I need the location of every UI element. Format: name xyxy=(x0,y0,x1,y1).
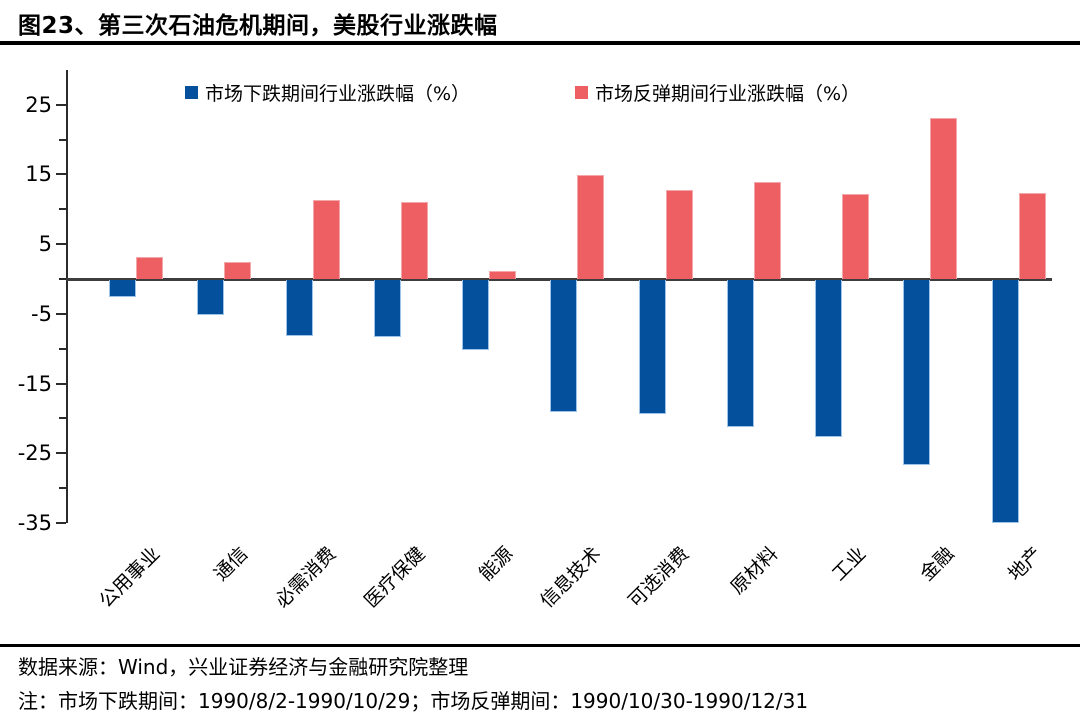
y-axis-tick-label: 5 xyxy=(38,232,52,257)
y-axis-line xyxy=(66,70,68,523)
decline-bar xyxy=(285,280,313,337)
decline-bar xyxy=(638,280,666,414)
y-major-tick xyxy=(56,103,66,106)
x-category-label: 地产 xyxy=(1004,542,1047,586)
decline-bar xyxy=(815,280,842,437)
y-axis-tick-label: -25 xyxy=(17,441,52,466)
rebound-bar xyxy=(577,175,605,279)
figure-title: 图23、第三次石油危机期间，美股行业涨跌幅 xyxy=(18,13,498,39)
y-major-tick xyxy=(56,312,66,315)
decline-bar xyxy=(109,280,136,298)
x-category-label: 公用事业 xyxy=(95,542,165,613)
y-major-tick xyxy=(56,243,66,246)
y-major-tick xyxy=(56,382,66,385)
y-axis-tick-label: 15 xyxy=(25,162,52,187)
rebound-bar xyxy=(842,193,869,279)
title-divider xyxy=(0,41,1080,45)
x-category-label: 必需消费 xyxy=(271,542,341,613)
decline-bar xyxy=(373,280,401,338)
x-category-label: 医疗保健 xyxy=(359,542,430,613)
y-minor-tick xyxy=(59,278,66,280)
legend-label-rebound: 市场反弹期间行业涨跌幅（%） xyxy=(595,82,861,105)
decline-bar xyxy=(197,280,225,315)
rebound-bar xyxy=(400,202,428,279)
x-category-label: 工业 xyxy=(827,542,871,586)
decline-bar xyxy=(903,280,931,466)
x-category-label: 通信 xyxy=(210,542,253,586)
rebound-bar xyxy=(136,257,163,279)
legend-label-decline: 市场下跌期间行业涨跌幅（%） xyxy=(205,82,471,105)
legend-swatch-decline-icon xyxy=(185,85,198,99)
legend-item-decline: 市场下跌期间行业涨跌幅（%） xyxy=(185,81,471,105)
x-category-label: 信息技术 xyxy=(536,542,606,613)
y-minor-tick xyxy=(59,208,66,211)
y-minor-tick xyxy=(59,487,66,490)
y-minor-tick xyxy=(59,138,66,141)
y-major-tick xyxy=(56,521,66,524)
rebound-bar xyxy=(665,190,693,279)
decline-bar xyxy=(462,280,489,351)
x-category-label: 原材料 xyxy=(726,542,783,599)
rebound-bar xyxy=(1018,192,1046,279)
rebound-bar xyxy=(489,270,516,279)
footer-divider xyxy=(0,644,1080,647)
y-minor-tick xyxy=(59,347,66,350)
zero-baseline xyxy=(66,278,1052,281)
x-category-label: 金融 xyxy=(916,542,959,586)
y-minor-tick xyxy=(59,417,66,420)
decline-bar xyxy=(550,280,578,413)
y-major-tick xyxy=(56,452,66,455)
legend-swatch-rebound-icon xyxy=(575,85,588,99)
y-axis-tick-label: 25 xyxy=(25,92,52,117)
decline-bar xyxy=(726,280,754,428)
rebound-bar xyxy=(224,261,252,279)
period-note: 注：市场下跌期间：1990/8/2-1990/10/29；市场反弹期间：1990… xyxy=(18,689,809,713)
data-source-note: 数据来源：Wind，兴业证券经济与金融研究院整理 xyxy=(18,655,469,679)
decline-bar xyxy=(991,280,1019,523)
x-category-label: 能源 xyxy=(474,542,518,586)
y-axis-tick-label: -15 xyxy=(17,371,52,396)
rebound-bar xyxy=(312,199,340,279)
rebound-bar xyxy=(930,117,958,279)
y-axis-tick-label: -5 xyxy=(31,301,52,326)
rebound-bar xyxy=(753,182,781,279)
legend-item-rebound: 市场反弹期间行业涨跌幅（%） xyxy=(575,81,861,105)
y-major-tick xyxy=(56,173,66,176)
x-category-label: 可选消费 xyxy=(624,542,694,613)
y-axis-tick-label: -35 xyxy=(17,510,52,535)
